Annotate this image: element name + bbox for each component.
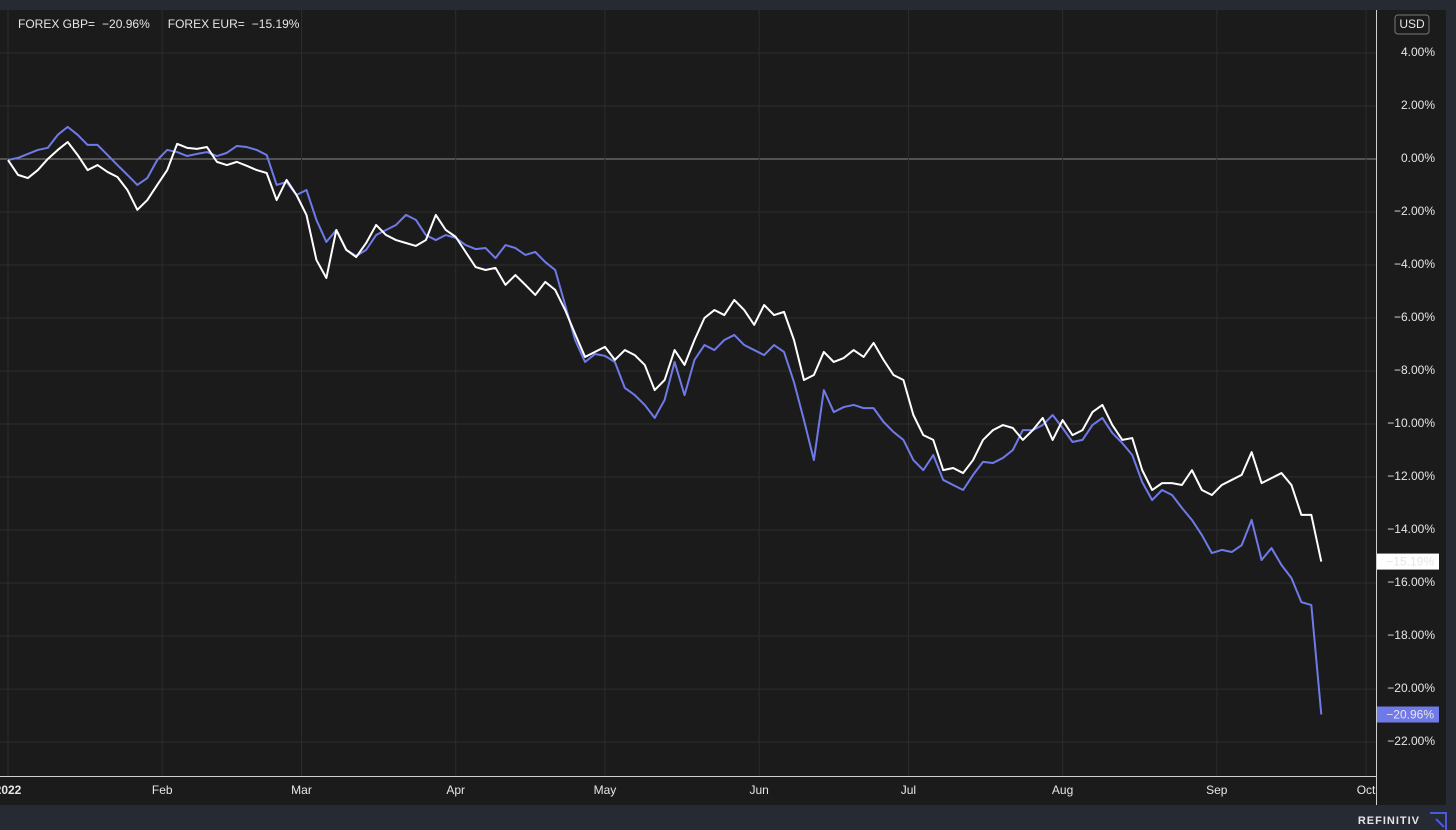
last-value-tag <box>1377 553 1439 570</box>
x-tick-label: Apr <box>446 783 465 797</box>
x-tick-label: Oct <box>1357 783 1376 797</box>
legend-value: −20.96% <box>102 17 150 31</box>
x-tick-label: Aug <box>1052 783 1073 797</box>
y-tick-label: −22.00% <box>1387 734 1435 748</box>
chart-background <box>0 10 1446 805</box>
series-line <box>7 141 1323 562</box>
currency: USD <box>1399 17 1425 31</box>
x-tick-label: Jul <box>901 783 916 797</box>
y-tick-label: −8.00% <box>1394 363 1435 377</box>
y-tick-label: 0.00% <box>1401 151 1435 165</box>
legend-name: FOREX EUR= <box>168 17 245 31</box>
grid <box>0 10 1376 776</box>
legend-name: FOREX GBP= <box>18 17 95 31</box>
x-tick-label: Sep <box>1206 783 1228 797</box>
labels: 4.00% 2.00% 0.00% −2.00% −4.00% −6.00% −8.00% −… <box>0 17 1439 797</box>
y-tick-label: −14.00% <box>1387 522 1435 536</box>
legend-value: −15.19% <box>252 17 300 31</box>
x-tick-label: Jun <box>749 783 768 797</box>
last-value-label: −20.96% <box>1386 708 1434 722</box>
last-value-label: −15.19% <box>1386 555 1434 569</box>
y-tick-label: −12.00% <box>1387 469 1435 483</box>
x-tick-label: Mar <box>291 783 312 797</box>
x-tick-label: May <box>594 783 617 797</box>
brand: REFINITIV <box>1358 815 1420 827</box>
x-tick-label: 2022 <box>0 783 22 797</box>
x-tick-label: Feb <box>152 783 173 797</box>
y-tick-label: −16.00% <box>1387 575 1435 589</box>
plot <box>7 125 1323 715</box>
last-value-tag <box>1377 706 1439 723</box>
y-tick-label: −4.00% <box>1394 257 1435 271</box>
y-tick-label: −10.00% <box>1387 416 1435 430</box>
y-tick-label: 4.00% <box>1401 45 1435 59</box>
y-tick-label: −18.00% <box>1387 628 1435 642</box>
y-tick-label: −20.00% <box>1387 681 1435 695</box>
brand-logo <box>1430 812 1447 830</box>
series-line <box>7 125 1323 715</box>
y-tick-label: −2.00% <box>1394 204 1435 218</box>
y-tick-label: 2.00% <box>1401 98 1435 112</box>
currency-box <box>1394 14 1430 35</box>
y-tick-label: −6.00% <box>1394 310 1435 324</box>
